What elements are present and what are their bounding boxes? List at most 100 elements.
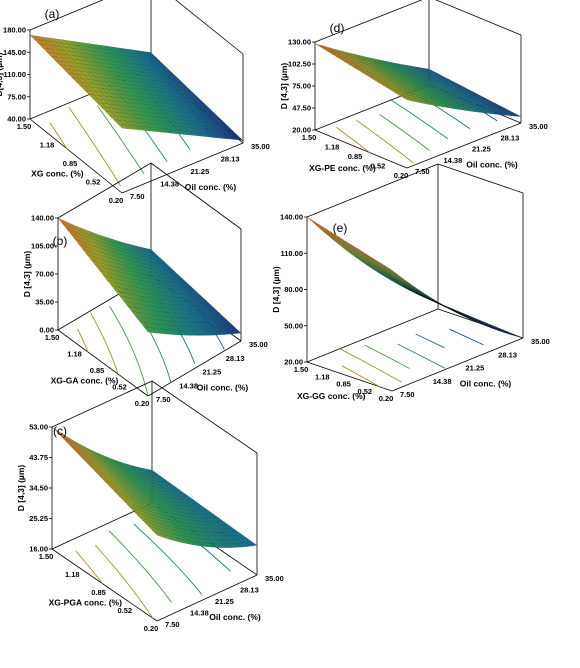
panel-e: 20.00 50.00 80.00 110.00 140.00 1.50 1.18 0.85 0…	[271, 163, 550, 403]
z-tick-label: 20.00	[284, 358, 303, 367]
z-tick-label: 75.00	[292, 82, 311, 91]
panel-label: (b)	[53, 234, 68, 248]
surface-cell	[152, 327, 162, 334]
x-axis-title: XG-GG conc. (%)	[297, 391, 366, 401]
x-tick-label: 1.50	[17, 122, 32, 131]
z-tick-label: 16.00	[29, 545, 48, 554]
z-tick-label: 140.00	[280, 213, 303, 222]
y-tick-label: 7.50	[400, 390, 415, 399]
surface-cell	[210, 543, 222, 548]
surface-cell	[206, 330, 216, 336]
x-tick-label: 0.85	[90, 366, 105, 375]
contour-line	[449, 328, 484, 346]
y-axis-line	[391, 337, 524, 392]
y-tick-label: 21.25	[472, 145, 491, 154]
surface-cell	[197, 541, 208, 547]
surface-cell	[169, 536, 181, 543]
surface-cell	[161, 128, 172, 134]
contour-line	[341, 365, 381, 388]
z-tick-label: 145.00	[3, 48, 26, 57]
z-tick-label: 43.75	[29, 453, 48, 462]
x-tick-label: 0.20	[379, 394, 394, 403]
contour-line	[68, 107, 121, 186]
y-tick-label: 28.13	[226, 354, 245, 363]
y-tick-label: 28.13	[501, 133, 520, 142]
panel-d: 20.00 47.50 75.00 102.50 130.00 1.50 1.18 0.85 0…	[279, 0, 548, 180]
top-edge-line	[51, 380, 153, 428]
surface-cell	[155, 127, 167, 133]
surface-cell	[166, 128, 178, 134]
contour-line	[133, 523, 203, 595]
surface-cell	[215, 330, 225, 335]
y-tick-label: 35.00	[251, 142, 270, 151]
contour-line	[379, 114, 430, 151]
z-axis-title: D [4,3] (µm)	[271, 266, 281, 313]
y-tick-label: 28.13	[498, 350, 517, 359]
contour-line	[49, 122, 68, 149]
y-tick-label: 7.50	[415, 167, 430, 176]
contour-line	[339, 348, 402, 383]
contour-line	[391, 99, 449, 140]
surface-cell	[444, 105, 454, 109]
z-tick-label: 35.00	[35, 298, 54, 307]
x-axis-title: XG-GA conc. (%)	[51, 376, 119, 386]
z-tick-label: 180.00	[3, 26, 26, 35]
x-axis-line	[314, 129, 408, 169]
surface-cell	[511, 113, 522, 117]
z-tick-label: 140.00	[31, 214, 54, 223]
x-tick-label: 0.85	[63, 159, 78, 168]
surface-cell	[314, 43, 325, 48]
surface-cell	[128, 124, 139, 130]
contour-line	[109, 305, 149, 397]
surface-cell	[242, 542, 253, 547]
x-tick-label: 0.85	[336, 380, 351, 389]
surface-cell	[429, 297, 440, 304]
z-tick-label: 50.00	[284, 321, 303, 330]
y-tick-label: 7.50	[130, 192, 145, 201]
x-tick-label: 0.85	[348, 152, 363, 161]
x-axis-title: XG-PGA conc. (%)	[49, 597, 123, 607]
z-tick-label: 34.50	[29, 484, 48, 493]
z-tick-label: 105.00	[31, 242, 54, 251]
contour-line	[415, 333, 445, 349]
x-tick-label: 1.50	[39, 552, 54, 561]
response-surface	[51, 426, 258, 548]
contour-line	[97, 105, 145, 175]
surface-cell	[194, 131, 205, 137]
surface-cell	[447, 307, 458, 314]
x-tick-label: 1.18	[315, 372, 330, 381]
y-tick-label: 28.13	[221, 155, 240, 164]
surface-cell	[227, 135, 238, 141]
surface-cell	[417, 289, 428, 296]
y-axis-title: Oil conc. (%)	[209, 612, 261, 622]
surface-cell	[133, 125, 145, 131]
surface-cell	[394, 272, 404, 280]
z-tick-label: 47.50	[292, 104, 311, 113]
y-tick-label: 35.00	[265, 574, 284, 583]
x-tick-label: 0.52	[112, 383, 127, 392]
x-tick-label: 1.18	[67, 350, 82, 359]
surface-cell	[177, 330, 187, 336]
contour-line	[336, 126, 371, 154]
panel-b: 0.00 35.00 70.00 105.00 140.00 1.50 1.18 0.85 0.…	[22, 162, 268, 408]
surface-cell	[201, 542, 212, 548]
x-tick-label: 1.50	[294, 365, 309, 374]
surface-cell	[223, 329, 233, 335]
z-tick-label: 75.00	[7, 92, 26, 101]
y-axis-title: Oil conc. (%)	[197, 383, 249, 393]
x-tick-label: 0.52	[86, 178, 101, 187]
surface-cell	[465, 316, 476, 322]
y-axis-line	[121, 142, 244, 194]
x-tick-label: 1.50	[45, 333, 60, 342]
z-tick-label: 53.00	[29, 423, 48, 432]
z-tick-label: 80.00	[284, 285, 303, 294]
y-tick-label: 21.25	[203, 368, 222, 377]
panel-label: (e)	[333, 221, 348, 235]
panel-label: (a)	[45, 7, 60, 21]
surface-cell	[490, 111, 501, 115]
x-tick-label: 1.18	[65, 570, 80, 579]
top-edge-line	[314, 0, 423, 43]
surface-cell	[172, 129, 183, 135]
panel-label: (d)	[330, 21, 345, 35]
top-edge-line	[151, 380, 258, 454]
